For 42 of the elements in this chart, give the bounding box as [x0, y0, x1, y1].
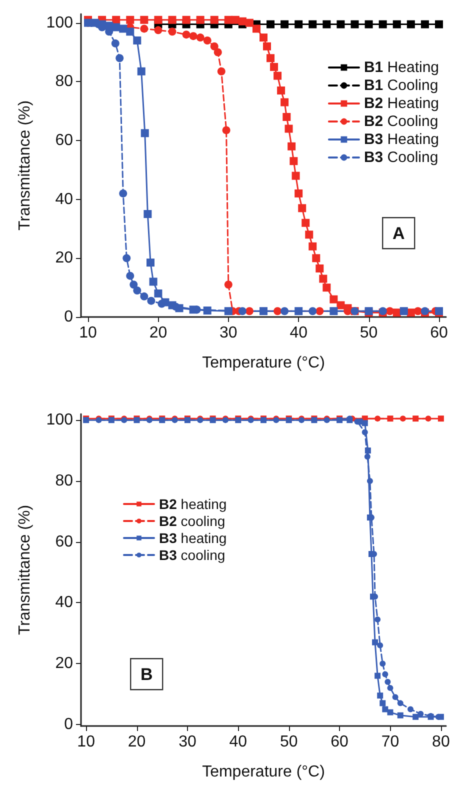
x-tick-label: 40 [290, 324, 308, 342]
y-tick-label: 20 [55, 655, 74, 672]
legend-label: B3 heating [159, 530, 227, 546]
x-axis-title: Temperature (°C) [202, 764, 325, 780]
y-tick-label: 60 [55, 533, 74, 550]
y-axis-title: Transmittance (%) [16, 504, 34, 636]
x-tick-label: 50 [360, 324, 378, 342]
x-tick-label: 70 [381, 734, 400, 750]
x-tick-label: 40 [229, 734, 248, 750]
legend-label: B3 Heating [364, 131, 440, 148]
y-tick-label: 80 [55, 472, 74, 490]
y-tick-label: 40 [55, 594, 74, 612]
y-tick-label: 0 [64, 308, 74, 326]
x-tick-label: 30 [220, 324, 238, 342]
legend-label: B2 heating [159, 496, 227, 512]
x-axis-title: Temperature (°C) [202, 354, 325, 372]
y-tick-label: 20 [55, 250, 74, 267]
legend-label: B2 Heating [364, 95, 440, 112]
y-tick-label: 80 [55, 73, 74, 90]
y-tick-label: 100 [46, 412, 74, 429]
x-tick-label: 50 [280, 734, 298, 750]
legend-label: B1 Heating [364, 59, 440, 76]
y-tick-label: 60 [55, 132, 74, 149]
x-tick-label: 30 [178, 734, 196, 750]
x-tick-label: 20 [149, 324, 168, 342]
y-tick-label: 100 [46, 14, 74, 32]
legend-label: B2 Cooling [364, 113, 438, 130]
annotation: B [140, 665, 153, 684]
legend-label: B3 cooling [159, 547, 226, 563]
x-tick-label: 60 [330, 734, 349, 750]
annotation: A [392, 224, 405, 244]
y-axis-title: Transmittance (%) [16, 100, 34, 231]
y-tick-label: 40 [55, 190, 74, 208]
x-tick-label: 10 [79, 324, 98, 342]
legend-label: B3 Cooling [364, 149, 438, 166]
legend-label: B1 Cooling [364, 77, 438, 94]
x-tick-label: 80 [432, 734, 450, 750]
legend-label: B2 cooling [159, 513, 226, 529]
y-tick-label: 0 [64, 716, 74, 733]
x-tick-label: 60 [430, 324, 448, 342]
x-tick-label: 20 [128, 734, 146, 750]
x-tick-label: 10 [77, 734, 96, 750]
